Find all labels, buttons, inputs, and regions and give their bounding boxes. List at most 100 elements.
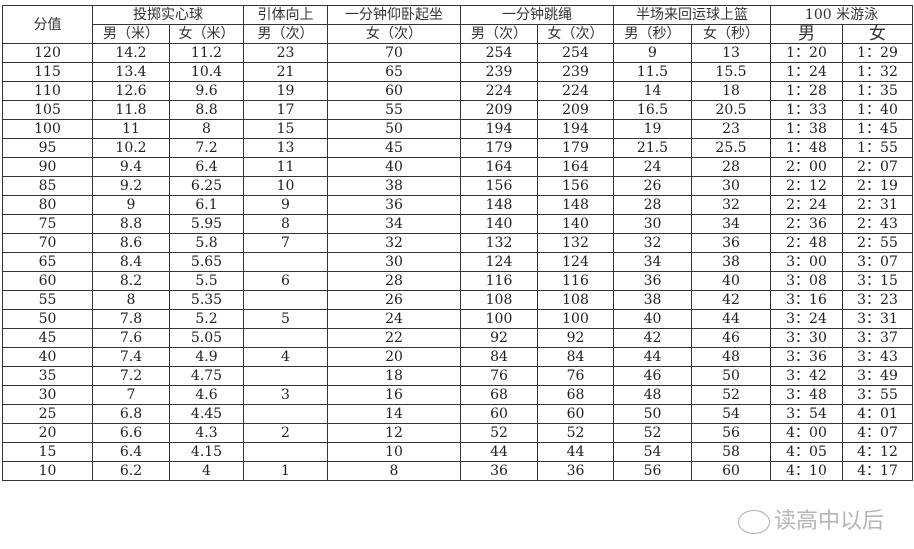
value-cell: 8: [327, 461, 461, 481]
value-cell: 4：01: [841, 404, 914, 424]
table-row: 50 7.8 5.2 5 24 100 100 40 44 3：24 3：31: [2, 309, 914, 329]
value-cell: 25.5: [691, 138, 771, 158]
value-cell: 6.6: [92, 423, 170, 443]
value-cell: 54: [613, 442, 692, 462]
value-cell: 28: [613, 195, 692, 215]
value-cell: 30: [691, 176, 771, 196]
value-cell: 45: [327, 138, 461, 158]
subheader-swim-female: 女: [841, 24, 914, 44]
table-row: 95 10.2 7.2 13 45 179 179 21.5 25.5 1：48 1：55: [2, 138, 914, 158]
value-cell: 5: [243, 309, 328, 329]
value-cell: 52: [537, 423, 614, 443]
score-cell: 120: [2, 43, 93, 63]
header-score: 分值: [2, 5, 93, 44]
value-cell: 3：15: [841, 271, 914, 291]
value-cell: 3：49: [841, 366, 914, 386]
value-cell: 68: [460, 385, 538, 405]
value-cell: 58: [691, 442, 771, 462]
value-cell: 65: [327, 62, 461, 82]
value-cell: 18: [691, 81, 771, 101]
value-cell: 8: [243, 214, 328, 234]
value-cell: 4.15: [169, 442, 244, 462]
value-cell: 21.5: [613, 138, 692, 158]
table-row: 45 7.6 5.05 22 92 92 42 46 3：30 3：37: [2, 328, 914, 348]
value-cell: 8: [169, 119, 244, 139]
table-row: 85 9.2 6.25 10 38 156 156 26 30 2：12 2：19: [2, 176, 914, 196]
value-cell: [243, 290, 328, 310]
score-cell: 20: [2, 423, 93, 443]
value-cell: 2：43: [841, 214, 914, 234]
value-cell: 124: [537, 252, 614, 272]
value-cell: 4.75: [169, 366, 244, 386]
table-row: 105 11.8 8.8 17 55 209 209 16.5 20.5 1：33 1：40: [2, 100, 914, 120]
value-cell: 32: [691, 195, 771, 215]
value-cell: 4：12: [841, 442, 914, 462]
pe-scoring-table: 分值 投掷实心球 引体向上 一分钟仰卧起坐 一分钟跳绳 半场来回运球上篮 100…: [2, 5, 914, 481]
table-row: 60 8.2 5.5 6 28 116 116 36 40 3：08 3：15: [2, 271, 914, 291]
value-cell: 38: [613, 290, 692, 310]
subheader-rope-male: 男（次）: [460, 24, 538, 44]
value-cell: 18: [327, 366, 461, 386]
value-cell: 1：29: [841, 43, 914, 63]
wechat-bubble-icon: [737, 510, 770, 534]
value-cell: 16: [327, 385, 461, 405]
value-cell: 6.2: [92, 461, 170, 481]
score-cell: 50: [2, 309, 93, 329]
watermark-text: 读高中以后: [773, 509, 884, 534]
score-cell: 30: [2, 385, 93, 405]
value-cell: 20: [327, 347, 461, 367]
value-cell: 21: [243, 62, 328, 82]
value-cell: 5.05: [169, 328, 244, 348]
value-cell: 11: [92, 119, 170, 139]
header-basketball: 半场来回运球上篮: [613, 5, 771, 25]
value-cell: 6.4: [92, 442, 170, 462]
value-cell: 40: [327, 157, 461, 177]
value-cell: 5.5: [169, 271, 244, 291]
value-cell: 13: [691, 43, 771, 63]
score-cell: 60: [2, 271, 93, 291]
value-cell: 38: [691, 252, 771, 272]
value-cell: 12: [327, 423, 461, 443]
value-cell: 132: [460, 233, 538, 253]
value-cell: 23: [691, 119, 771, 139]
value-cell: 44: [460, 442, 538, 462]
value-cell: 50: [613, 404, 692, 424]
value-cell: 40: [691, 271, 771, 291]
value-cell: 2：31: [841, 195, 914, 215]
value-cell: 9: [92, 195, 170, 215]
value-cell: 179: [460, 138, 538, 158]
score-cell: 35: [2, 366, 93, 386]
value-cell: 14: [327, 404, 461, 424]
table-row: 110 12.6 9.6 19 60 224 224 14 18 1：28 1：35: [2, 81, 914, 101]
score-cell: 85: [2, 176, 93, 196]
score-cell: 70: [2, 233, 93, 253]
table-body: 120 14.2 11.2 23 70 254 254 9 13 1：20 1：29 115 13.4 1…: [2, 43, 914, 481]
table-row: 75 8.8 5.95 8 34 140 140 30 34 2：36 2：43: [2, 214, 914, 234]
value-cell: 209: [537, 100, 614, 120]
value-cell: 14: [613, 81, 692, 101]
value-cell: 28: [327, 271, 461, 291]
value-cell: 48: [691, 347, 771, 367]
value-cell: 9: [613, 43, 692, 63]
value-cell: 32: [613, 233, 692, 253]
value-cell: 76: [460, 366, 538, 386]
value-cell: 5.95: [169, 214, 244, 234]
score-cell: 45: [2, 328, 93, 348]
table-row: 65 8.4 5.65 30 124 124 34 38 3：00 3：07: [2, 252, 914, 272]
value-cell: 42: [691, 290, 771, 310]
value-cell: 6: [243, 271, 328, 291]
value-cell: 36: [613, 271, 692, 291]
header-pull-up: 引体向上: [243, 5, 328, 25]
table-row: 10 6.2 4 1 8 36 36 56 60 4：10 4：17: [2, 461, 914, 481]
value-cell: 132: [537, 233, 614, 253]
value-cell: 239: [537, 62, 614, 82]
value-cell: 1：38: [770, 119, 843, 139]
score-cell: 110: [2, 81, 93, 101]
value-cell: 140: [460, 214, 538, 234]
value-cell: 1：35: [841, 81, 914, 101]
value-cell: 209: [460, 100, 538, 120]
value-cell: 14.2: [92, 43, 170, 63]
value-cell: 6.25: [169, 176, 244, 196]
value-cell: 164: [537, 157, 614, 177]
value-cell: 2：19: [841, 176, 914, 196]
